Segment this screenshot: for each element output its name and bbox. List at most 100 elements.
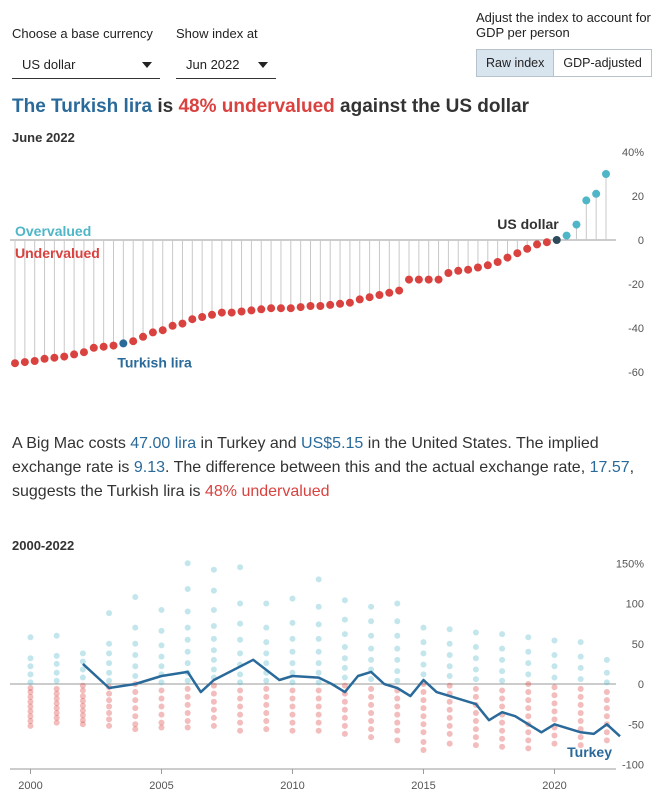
undervalued-dot	[577, 709, 584, 716]
undervalued-point	[30, 357, 39, 365]
undervalued-dot	[420, 747, 427, 754]
overvalued-dot	[79, 674, 86, 681]
para-text-3: in the United States. The implied exchan…	[12, 435, 599, 476]
overvalued-dot	[341, 616, 348, 623]
undervalued-dot	[577, 734, 584, 741]
undervalued-point	[473, 263, 482, 272]
overvalued-dot	[289, 619, 296, 626]
undervalued-dot	[289, 695, 296, 702]
undervalued-dot	[53, 690, 60, 697]
undervalued-dot	[158, 703, 165, 710]
undervalued-dot	[184, 718, 191, 725]
raw-index-button[interactable]: Raw index	[477, 50, 555, 76]
overvalued-dot	[27, 679, 34, 686]
undervalued-label: Undervalued	[15, 245, 100, 261]
y-tick-label: -50	[628, 719, 644, 731]
overvalued-dot	[315, 635, 322, 642]
undervalued-dot	[341, 698, 348, 705]
overvalued-dot	[603, 679, 610, 686]
overvalued-dot	[106, 660, 113, 667]
undervalued-dot	[158, 687, 165, 694]
x-tick-label: 2000	[18, 780, 42, 792]
overvalued-dot	[53, 660, 60, 667]
overvalued-dot	[525, 634, 532, 641]
undervalued-point	[414, 275, 423, 284]
undervalued-dot	[499, 687, 506, 694]
base-currency-label: US dollar	[497, 216, 559, 232]
undervalued-dot	[368, 734, 375, 741]
overvalued-dot	[394, 656, 401, 663]
undervalued-dot	[106, 722, 113, 729]
history-label: 2000-2022	[12, 538, 75, 553]
undervalued-dot	[603, 697, 610, 704]
undervalued-point	[139, 332, 148, 341]
overvalued-dot	[158, 679, 165, 686]
undervalued-dot	[210, 690, 217, 697]
overvalued-dot	[499, 645, 506, 652]
undervalued-dot	[368, 726, 375, 733]
undervalued-dot	[551, 700, 558, 707]
undervalued-dot	[237, 687, 244, 694]
undervalued-dot	[158, 711, 165, 718]
undervalued-point	[365, 293, 374, 302]
overvalued-dot	[472, 643, 479, 650]
highlight-point	[119, 339, 128, 348]
overvalued-dot	[132, 663, 139, 670]
undervalued-point	[60, 352, 69, 361]
undervalued-dot	[184, 724, 191, 731]
y-tick-label: 20	[632, 191, 644, 203]
undervalued-point	[79, 348, 88, 357]
overvalued-dot	[341, 631, 348, 638]
para-text-4: . The difference between this and the ac…	[165, 459, 590, 476]
undervalued-dot	[394, 737, 401, 744]
undervalued-dot	[263, 726, 270, 733]
undervalued-dot	[472, 726, 479, 733]
undervalued-dot	[237, 711, 244, 718]
base-currency-select[interactable]: US dollar	[12, 49, 160, 79]
overvalued-dot	[184, 677, 191, 684]
overvalued-point	[602, 170, 610, 178]
overvalued-dot	[132, 640, 139, 647]
undervalued-point	[168, 321, 177, 330]
undervalued-point	[208, 310, 216, 319]
undervalued-dot	[315, 727, 322, 734]
undervalued-dot	[184, 701, 191, 708]
undervalued-dot	[577, 685, 584, 692]
overvalued-dot	[394, 645, 401, 652]
overvalued-dot	[158, 627, 165, 634]
undervalued-point	[70, 350, 79, 359]
overvalued-dot	[210, 566, 217, 573]
undervalued-dot	[184, 709, 191, 716]
overvalued-dot	[132, 672, 139, 679]
overvalued-dot	[184, 636, 191, 643]
overvalued-dot	[368, 676, 375, 683]
undervalued-dot	[289, 727, 296, 734]
undervalued-dot	[27, 698, 34, 705]
para-verdict: 48% undervalued	[204, 483, 330, 500]
undervalued-dot	[472, 742, 479, 749]
undervalued-dot	[106, 703, 113, 710]
undervalued-point	[493, 258, 502, 266]
undervalued-point	[513, 249, 522, 258]
highlight-currency-label: Turkish lira	[117, 354, 192, 370]
undervalued-dot	[315, 687, 322, 694]
overvalued-dot	[263, 650, 270, 657]
overvalued-dot	[472, 676, 479, 683]
overvalued-dot	[289, 648, 296, 655]
overvalued-point	[582, 196, 591, 205]
undervalued-dot	[499, 695, 506, 702]
undervalued-dot	[237, 719, 244, 726]
undervalued-point	[355, 295, 364, 304]
overvalued-dot	[315, 603, 322, 610]
gdp-adjusted-button[interactable]: GDP-adjusted	[563, 56, 642, 70]
undervalued-dot	[446, 714, 453, 721]
overvalued-dot	[27, 634, 34, 641]
base-currency-value: US dollar	[22, 57, 76, 72]
undervalued-dot	[472, 693, 479, 700]
overvalued-dot	[237, 600, 244, 607]
index-date-select[interactable]: Jun 2022	[176, 49, 276, 79]
undervalued-dot	[603, 737, 610, 744]
undervalued-dot	[446, 706, 453, 713]
overvalued-dot	[341, 655, 348, 662]
undervalued-dot	[263, 709, 270, 716]
